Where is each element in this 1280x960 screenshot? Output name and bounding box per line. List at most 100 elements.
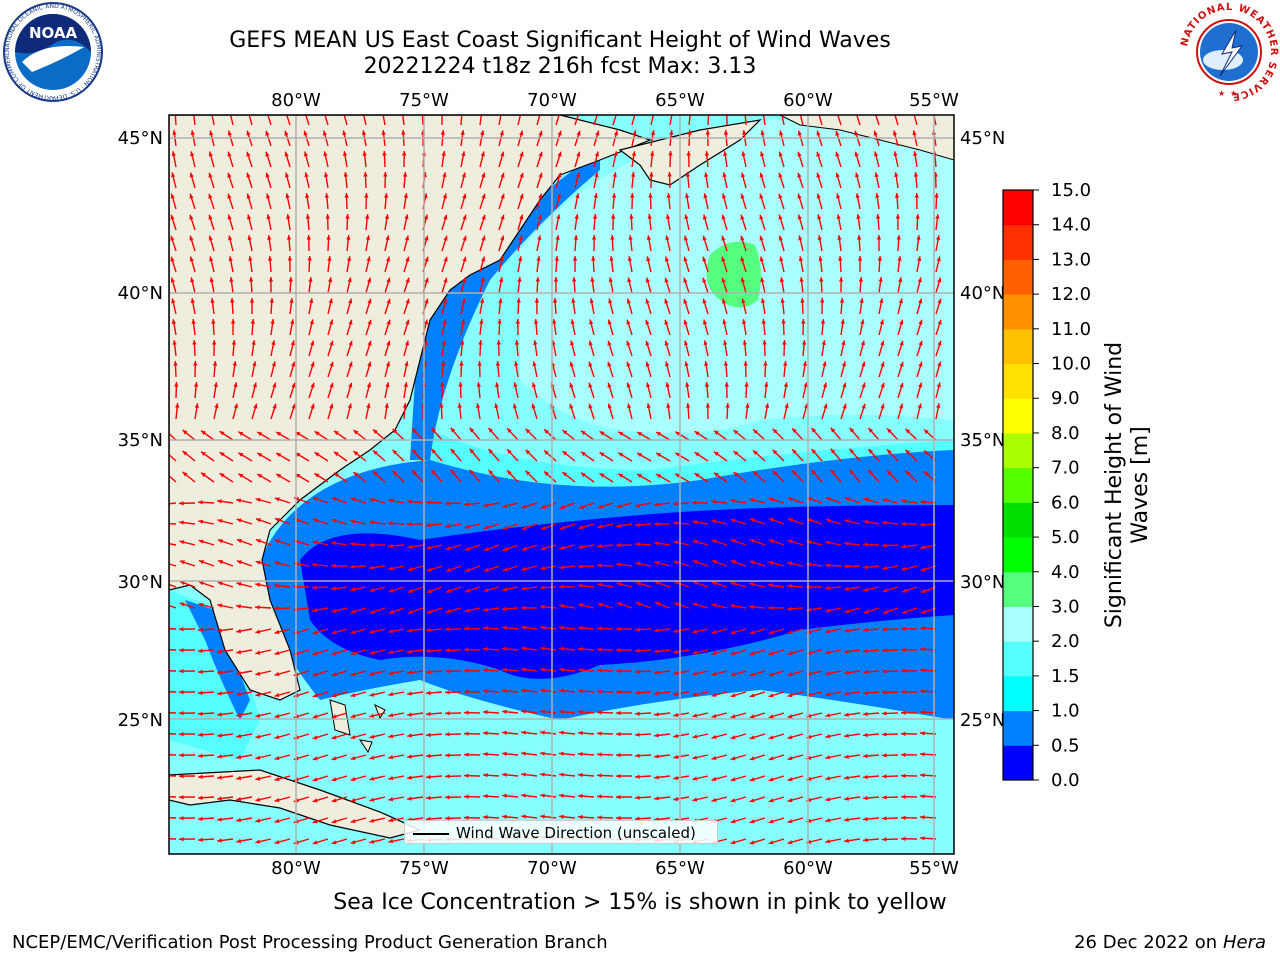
wind-arrow-head xyxy=(816,151,821,157)
wind-arrow-head xyxy=(626,298,631,304)
wind-arrow-head xyxy=(287,256,293,261)
wind-arrow-head xyxy=(362,151,367,156)
wind-arrow-head xyxy=(312,840,318,845)
wind-arrow-head xyxy=(692,520,698,525)
wind-arrow-head xyxy=(868,469,874,475)
wind-arrow-head xyxy=(730,603,736,609)
wind-arrow-head xyxy=(768,539,774,544)
wind-arrow-head xyxy=(497,319,502,324)
wind-arrow-head xyxy=(194,403,199,409)
wind-arrow-head xyxy=(611,193,617,198)
wind-arrow-head xyxy=(388,734,394,739)
wind-arrow-head xyxy=(179,540,185,545)
wind-arrow-head xyxy=(905,428,911,434)
wind-arrow-head xyxy=(460,340,465,345)
wind-arrow-head xyxy=(481,256,486,262)
wind-arrow-head xyxy=(160,647,165,651)
wind-arrow-head xyxy=(238,452,244,457)
coastal-band xyxy=(410,150,600,460)
run-date: 26 Dec 2022 on Hera xyxy=(1074,932,1266,953)
wind-arrow-head xyxy=(647,214,652,219)
wind-arrow-head xyxy=(464,731,469,736)
wind-arrow xyxy=(536,115,541,126)
wind-arrow-head xyxy=(324,193,330,198)
wind-arrow-head xyxy=(800,298,805,303)
wind-arrow-head xyxy=(253,403,258,409)
wind-arrow-head xyxy=(863,542,868,547)
wind-arrow-head xyxy=(646,403,651,409)
wind-arrow xyxy=(799,115,804,126)
wind-arrow-head xyxy=(271,340,276,346)
wind-arrow-head xyxy=(208,193,213,199)
wind-arrow-head xyxy=(388,755,394,760)
wind-arrow-head xyxy=(787,756,793,761)
wind-arrow-head xyxy=(431,427,437,433)
wind-arrow-head xyxy=(792,449,797,455)
wind-arrow-head xyxy=(179,731,184,737)
wind-arrow-head xyxy=(407,544,412,549)
wind-arrow-head xyxy=(312,756,318,761)
wind-arrow xyxy=(169,523,177,525)
colorbar-segment xyxy=(1003,745,1033,781)
wind-arrow-head xyxy=(284,151,289,157)
wind-arrow-head xyxy=(724,382,729,387)
wind-arrow-head xyxy=(608,277,613,283)
wind-arrow-head xyxy=(367,298,372,304)
noaa-logo-text: NOAA xyxy=(29,24,78,42)
wind-arrow-head xyxy=(778,235,783,241)
wind-arrow-head xyxy=(934,193,939,198)
wind-arrow-head xyxy=(404,340,410,346)
wind-arrow-head xyxy=(763,361,768,366)
wind-arrow-head xyxy=(742,340,748,345)
wind-arrow-head xyxy=(594,151,600,157)
wind-arrow-head xyxy=(635,774,640,779)
wind-arrow xyxy=(169,628,177,630)
wind-arrow-head xyxy=(589,298,594,304)
wind-arrow-head xyxy=(594,172,599,178)
wind-arrow-head xyxy=(521,730,526,735)
wind-arrow-head xyxy=(740,277,746,283)
wind-arrow-head xyxy=(190,277,195,283)
wind-arrow-head xyxy=(540,667,545,672)
credit-text: NCEP/EMC/Verification Post Processing Pr… xyxy=(12,932,608,953)
wind-arrow-head xyxy=(588,382,593,388)
wind-arrow-head xyxy=(741,151,746,157)
wind-arrow-head xyxy=(255,560,261,565)
wind-arrow-head xyxy=(863,690,868,696)
wind-arrow-head xyxy=(525,470,531,476)
wind-arrow-head xyxy=(723,340,728,345)
wind-arrow xyxy=(669,115,673,126)
wind-arrow-head xyxy=(913,151,918,156)
wind-arrow-head xyxy=(459,361,464,366)
wind-arrow xyxy=(169,670,177,672)
wind-arrow-head xyxy=(841,361,847,367)
wind-arrow-head xyxy=(768,798,774,803)
wind-arrow-head xyxy=(882,711,887,716)
wind-arrow-head xyxy=(787,583,792,589)
wind-arrow-head xyxy=(768,819,774,824)
wind-arrow-head xyxy=(646,235,652,241)
wind-arrow-head xyxy=(442,172,447,178)
wind-arrow-head xyxy=(445,732,450,737)
wind-arrow-head xyxy=(859,298,864,303)
wind-arrow-head xyxy=(556,193,561,199)
wind-arrow-head xyxy=(363,172,368,177)
wind-arrow-head xyxy=(441,151,446,156)
wind-arrow-head xyxy=(423,319,429,325)
wind-arrow-head xyxy=(799,277,804,282)
wind-arrow-head xyxy=(479,109,483,114)
wind-arrow-head xyxy=(704,361,709,366)
wind-arrow-head xyxy=(635,522,640,528)
colorbar-segment xyxy=(1003,675,1033,712)
wind-arrow-head xyxy=(288,277,293,282)
wind-arrow-head xyxy=(445,501,450,506)
wind-arrow-head xyxy=(923,429,929,435)
wind-arrow-head xyxy=(730,672,736,677)
wind-arrow-head xyxy=(772,449,778,455)
wind-arrow-head xyxy=(217,670,222,675)
wind-arrow-head xyxy=(331,563,336,568)
wind-arrow-head xyxy=(842,382,847,388)
wind-arrow-head xyxy=(247,214,252,220)
wind-arrow-head xyxy=(382,151,387,156)
wind-arrow-head xyxy=(443,214,448,220)
